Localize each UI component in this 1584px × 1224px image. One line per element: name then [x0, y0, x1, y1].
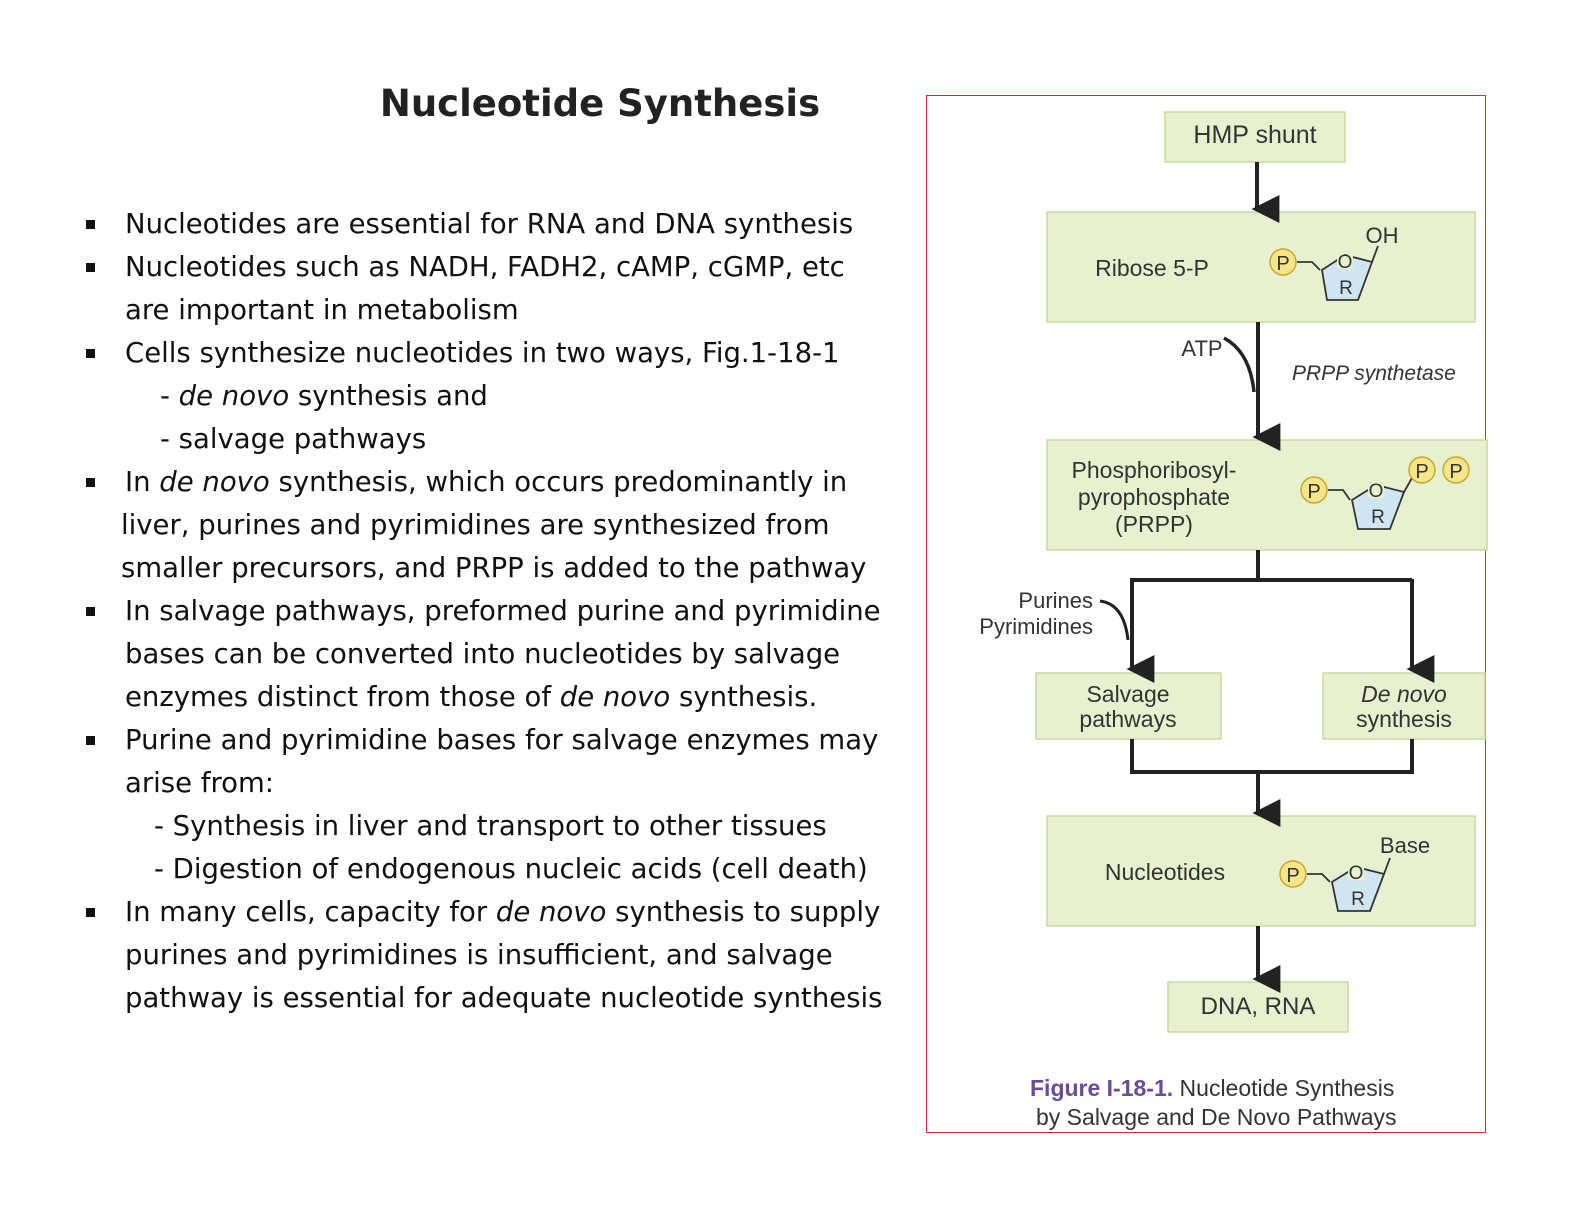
prpp-label-line3: (PRPP) — [1115, 511, 1193, 537]
enzyme-label: PRPP synthetase — [1292, 362, 1456, 385]
bullet-text: In many cells, capacity for de novo synt… — [125, 891, 880, 934]
sub-item-dash: - — [160, 380, 179, 412]
base-label: Base — [1380, 833, 1430, 858]
de-novo-label-line1: De novo — [1361, 681, 1447, 707]
bullet-text-continued: smaller precursors, and PRPP is added to… — [121, 552, 867, 584]
bullet-text-continued: arise from: — [125, 767, 275, 799]
oh-label: OH — [1366, 223, 1399, 248]
bullet-text-continued: liver, purines and pyrimidines are synth… — [121, 509, 830, 541]
ribose-structure-icon: P O R OH — [1269, 223, 1399, 301]
bullet-marker — [86, 478, 95, 487]
bullet-text: Cells synthesize nucleotides in two ways… — [125, 337, 840, 369]
salvage-label-line1: Salvage — [1086, 681, 1169, 707]
phosphate-label: P — [1307, 481, 1320, 503]
bullet-text: Purine and pyrimidine bases for salvage … — [125, 724, 879, 756]
prpp-structure-icon: P O R P P — [1300, 456, 1470, 530]
phosphate-icon — [1279, 860, 1307, 888]
ribose-5p-box — [1046, 211, 1476, 323]
bullet-text-italic: de novo — [495, 896, 607, 928]
bullet-marker — [86, 908, 95, 917]
de-novo-synthesis-box — [1322, 672, 1486, 740]
bullet-text-part: synthesis. — [670, 681, 818, 713]
ring-oxygen-label: O — [1349, 863, 1364, 884]
bullet-marker — [86, 220, 95, 229]
sub-item: - de novo synthesis and — [160, 375, 488, 418]
bullet-marker — [86, 736, 95, 745]
bullet-marker — [86, 607, 95, 616]
sub-item: - Digestion of endogenous nucleic acids … — [154, 853, 868, 885]
ring-r-label: R — [1371, 507, 1385, 528]
phosphate-icon — [1300, 476, 1328, 504]
phosphate-label: P — [1449, 461, 1462, 483]
sub-item: - Synthesis in liver and transport to ot… — [154, 810, 827, 842]
purines-label: Purines — [1018, 588, 1093, 613]
bullet-text-part: synthesis to supply — [606, 896, 881, 928]
ring-r-label: R — [1339, 278, 1353, 299]
bullet-text: In de novo synthesis, which occurs predo… — [125, 461, 847, 504]
ribose-5p-label: Ribose 5-P — [1095, 255, 1209, 281]
phosphate-icon — [1269, 248, 1297, 276]
nucleotides-label: Nucleotides — [1105, 859, 1225, 885]
bullet-text: Nucleotides are essential for RNA and DN… — [125, 208, 854, 240]
slide-title: Nucleotide Synthesis — [379, 82, 821, 125]
figure-caption-title: Nucleotide Synthesis — [1173, 1075, 1394, 1101]
bullet-marker — [86, 349, 95, 358]
bullet-text-part: In many cells, capacity for — [125, 896, 496, 928]
salvage-label-line2: pathways — [1079, 706, 1176, 732]
prpp-label-line1: Phosphoribosyl- — [1072, 457, 1237, 483]
bullet-text-part: In — [125, 466, 160, 498]
phosphate-icon — [1442, 456, 1470, 484]
prpp-label-line2: pyrophosphate — [1078, 484, 1230, 510]
pyrimidines-label: Pyrimidines — [979, 614, 1093, 639]
figure-frame — [926, 95, 1486, 1133]
phosphate-icon — [1408, 456, 1436, 484]
ring-oxygen-label: O — [1338, 252, 1353, 273]
prpp-box — [1046, 439, 1488, 551]
salvage-pathways-box — [1035, 672, 1222, 740]
bullet-text: Nucleotides such as NADH, FADH2, cAMP, c… — [125, 251, 845, 283]
dna-rna-label: DNA, RNA — [1201, 993, 1316, 1020]
bullet-text-continued: enzymes distinct from those of de novo s… — [125, 676, 817, 719]
bullet-text-part: enzymes distinct from those of — [125, 681, 560, 713]
phosphate-label: P — [1286, 865, 1299, 887]
nucleotide-structure-icon: P O R Base — [1279, 833, 1430, 912]
ring-r-label: R — [1351, 889, 1365, 910]
atp-label: ATP — [1181, 336, 1222, 361]
figure-caption-label: Figure I-18-1. — [1030, 1075, 1173, 1101]
de-novo-label-line2: synthesis — [1356, 706, 1452, 732]
bullet-text: In salvage pathways, preformed purine an… — [125, 595, 881, 627]
phosphate-label: P — [1415, 461, 1428, 483]
bullet-text-continued: purines and pyrimidines is insufficient,… — [125, 939, 833, 971]
hmp-shunt-box — [1164, 111, 1346, 163]
bullet-text-italic: de novo — [559, 681, 671, 713]
ring-oxygen-label: O — [1369, 481, 1384, 502]
sub-item-italic: de novo — [178, 380, 290, 412]
sub-item: - salvage pathways — [160, 423, 427, 455]
bullet-text-italic: de novo — [159, 466, 270, 498]
figure-caption-line1: Figure I-18-1. Nucleotide Synthesis — [1030, 1075, 1394, 1101]
bullet-text-part: synthesis, which occurs predominantly in — [269, 466, 848, 498]
figure-caption-line2: by Salvage and De Novo Pathways — [1036, 1104, 1397, 1130]
bullet-text-continued: pathway is essential for adequate nucleo… — [125, 982, 883, 1014]
bullet-text-continued: bases can be converted into nucleotides … — [125, 638, 841, 670]
atp-input-curve — [1223, 336, 1256, 393]
hmp-shunt-label: HMP shunt — [1193, 121, 1316, 149]
bullet-text-continued: are important in metabolism — [125, 294, 519, 326]
nucleotides-box — [1046, 815, 1476, 927]
sub-item-text: synthesis and — [289, 380, 488, 412]
phosphate-label: P — [1276, 253, 1289, 275]
bullet-marker — [86, 263, 95, 272]
bases-input-curve — [1099, 599, 1130, 641]
